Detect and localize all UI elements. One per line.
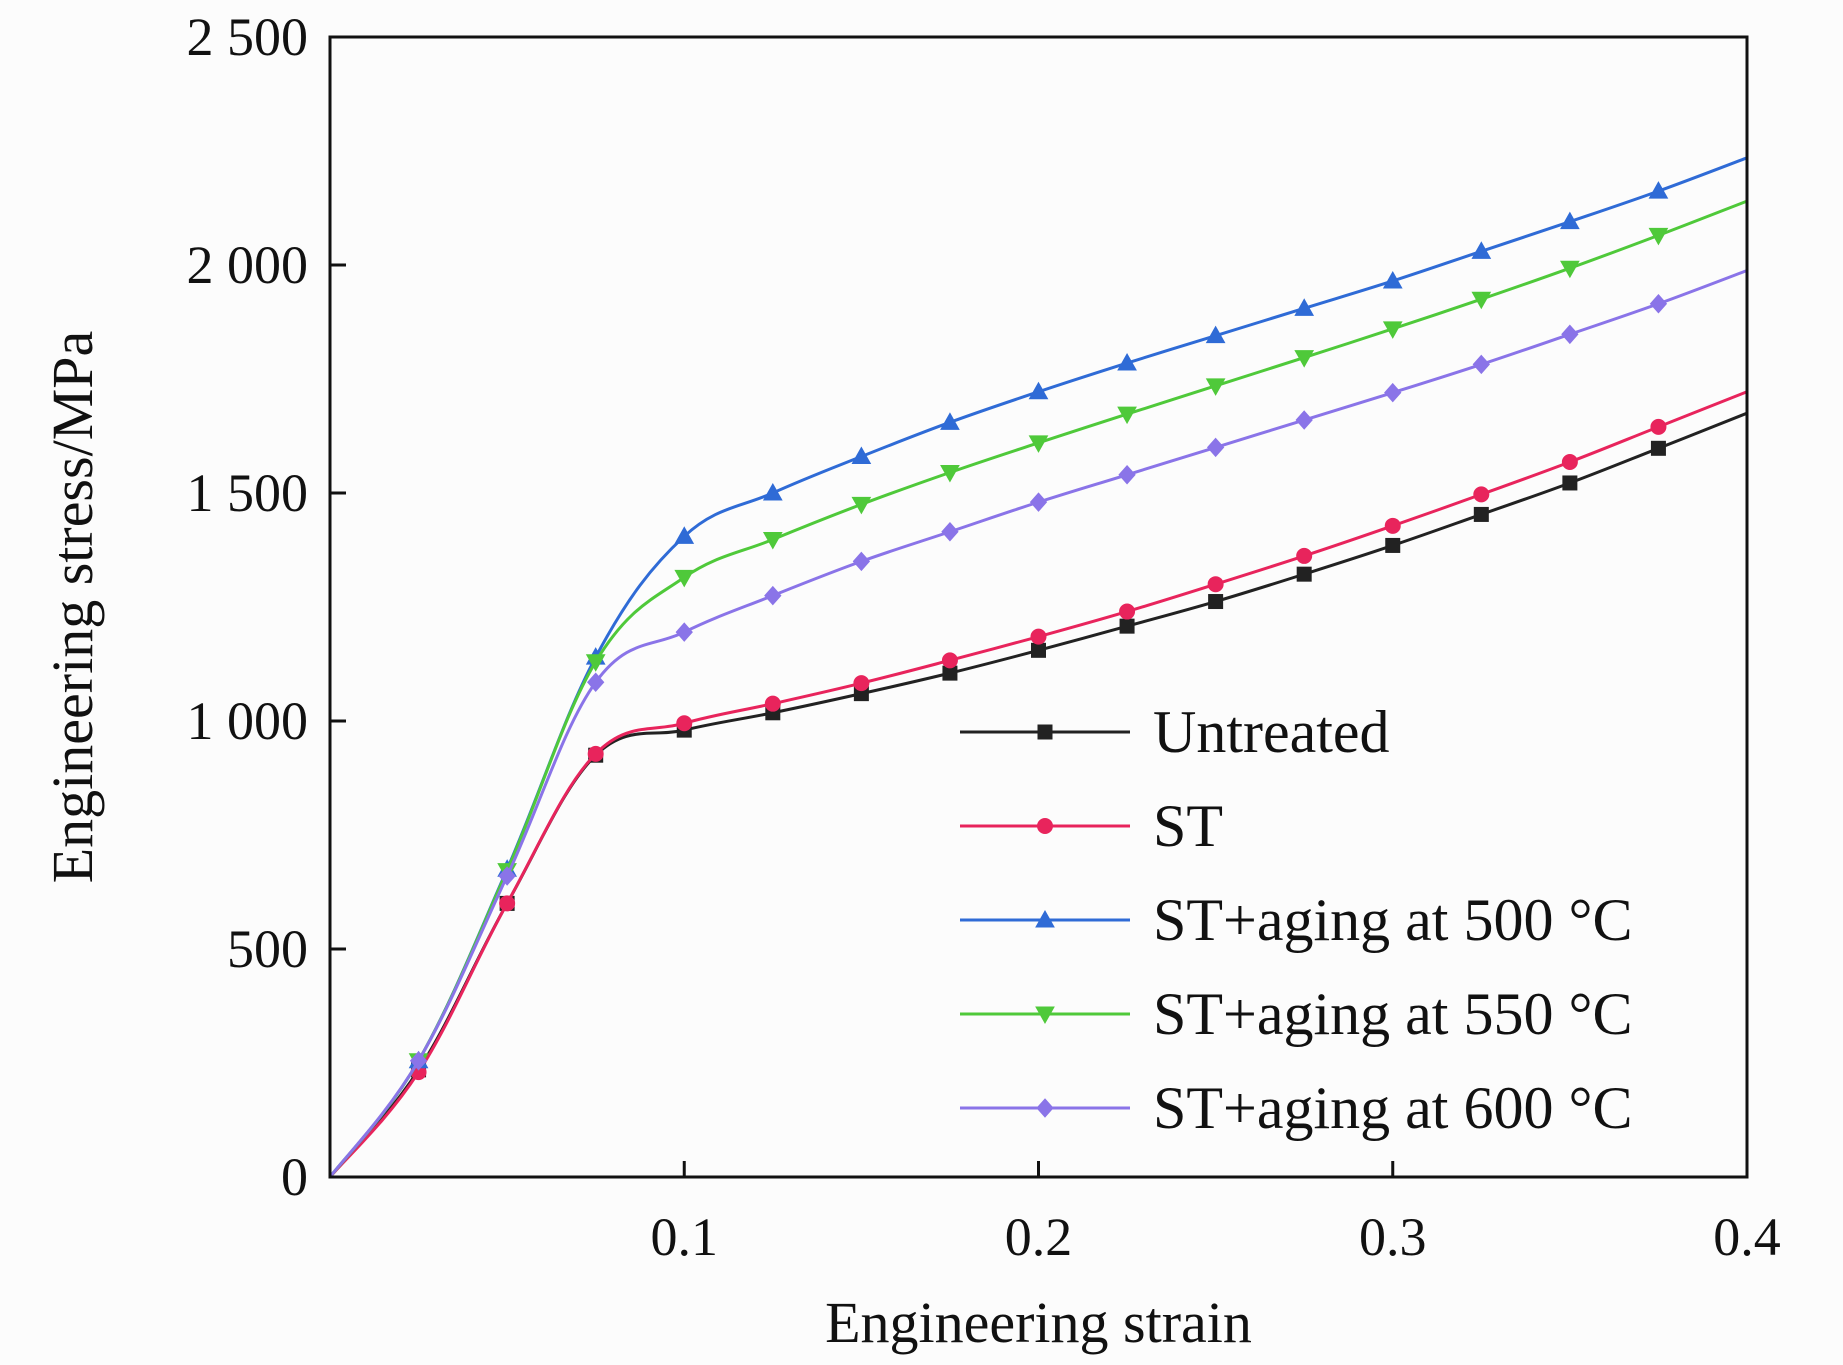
data-point — [1030, 628, 1047, 645]
data-point — [1294, 298, 1315, 316]
x-tick-label: 0.2 — [1005, 1207, 1073, 1267]
legend-item: Untreated — [960, 699, 1390, 765]
data-point — [1560, 260, 1580, 279]
series-3 — [328, 199, 1748, 1178]
data-point — [676, 715, 693, 732]
data-point — [1471, 291, 1492, 310]
data-point — [1561, 453, 1578, 470]
data-point — [1206, 437, 1225, 458]
data-point — [1473, 486, 1490, 503]
data-point — [941, 652, 958, 669]
series-1 — [328, 390, 1748, 1178]
data-point — [1294, 350, 1315, 368]
data-point — [1208, 594, 1224, 610]
data-point — [409, 1050, 428, 1071]
data-point — [1561, 324, 1579, 345]
data-point — [1296, 547, 1313, 564]
data-point — [1119, 618, 1135, 634]
data-point — [940, 464, 960, 483]
tick-layer: 0.1 0.2 0.3 0.4 0 500 1 000 1 500 2 000 2 500 — [187, 7, 1781, 1267]
series-4 — [328, 269, 1748, 1178]
data-point — [1296, 566, 1312, 582]
data-point — [1117, 353, 1137, 371]
data-point — [587, 672, 605, 692]
data-point — [1384, 517, 1401, 534]
data-point — [764, 585, 782, 606]
data-point — [585, 654, 606, 672]
data-point — [1382, 321, 1403, 339]
data-point — [1648, 227, 1669, 246]
x-axis-title: Engineering strain — [825, 1290, 1252, 1355]
legend-label: ST — [1153, 793, 1223, 859]
y-tick-label: 2 500 — [187, 7, 309, 67]
legend-marker — [1036, 1098, 1054, 1118]
data-point — [1028, 381, 1049, 400]
data-point — [1648, 181, 1669, 199]
data-point — [1385, 537, 1401, 553]
series-line — [328, 390, 1748, 1178]
data-point — [851, 496, 872, 515]
data-point — [1473, 506, 1489, 522]
data-point — [1650, 418, 1667, 435]
data-point — [1031, 642, 1046, 658]
data-point — [1562, 475, 1578, 491]
data-point — [674, 526, 695, 544]
data-point — [851, 446, 872, 465]
data-point — [764, 695, 781, 712]
legend-item: ST+aging at 550 °C — [960, 981, 1632, 1047]
x-tick-label: 0.1 — [651, 1207, 719, 1267]
data-point — [940, 412, 960, 430]
data-point — [498, 866, 516, 886]
x-tick-label: 0.3 — [1359, 1207, 1427, 1267]
data-point — [1649, 294, 1668, 314]
data-point — [1029, 492, 1048, 512]
legend-label: Untreated — [1153, 699, 1390, 765]
legend-label: ST+aging at 600 °C — [1153, 1075, 1632, 1141]
data-point — [499, 895, 516, 912]
data-point — [675, 622, 693, 642]
data-point — [1119, 603, 1136, 620]
data-point — [1205, 378, 1226, 396]
legend-marker — [1037, 818, 1053, 834]
series-layer — [328, 156, 1748, 1178]
x-tick-label: 0.4 — [1713, 1207, 1781, 1267]
y-tick-label: 2 000 — [187, 235, 309, 295]
data-point — [762, 532, 783, 550]
y-axis-title: Engineering stress/MPa — [40, 331, 105, 884]
legend-marker — [1035, 909, 1055, 928]
data-point — [587, 745, 604, 762]
data-point — [674, 569, 695, 588]
legend-label: ST+aging at 550 °C — [1153, 981, 1632, 1047]
legend-marker — [1037, 724, 1053, 740]
data-point — [1295, 410, 1313, 430]
data-point — [1028, 435, 1049, 453]
y-tick-label: 0 — [281, 1147, 308, 1207]
data-point — [1382, 270, 1403, 289]
legend-marker — [1035, 1006, 1055, 1025]
legend-label: ST+aging at 500 °C — [1153, 887, 1632, 953]
legend-item: ST — [960, 793, 1223, 859]
data-point — [1205, 325, 1226, 344]
data-point — [1118, 465, 1136, 485]
data-point — [1472, 354, 1490, 375]
y-tick-label: 1 000 — [187, 691, 309, 751]
data-point — [853, 675, 870, 692]
data-point — [1207, 576, 1224, 593]
data-point — [1560, 211, 1580, 230]
data-point — [852, 551, 871, 572]
data-point — [1471, 241, 1492, 259]
legend-item: ST+aging at 600 °C — [960, 1075, 1632, 1141]
data-point — [762, 482, 783, 501]
y-tick-label: 500 — [227, 919, 308, 979]
legend: Untreated ST ST+aging at 500 °C ST+aging at… — [960, 699, 1632, 1141]
legend-item: ST+aging at 500 °C — [960, 887, 1632, 953]
data-point — [941, 522, 959, 542]
data-point — [1650, 440, 1666, 456]
data-point — [1384, 382, 1402, 403]
y-tick-label: 1 500 — [187, 463, 309, 523]
data-point — [1117, 406, 1137, 425]
